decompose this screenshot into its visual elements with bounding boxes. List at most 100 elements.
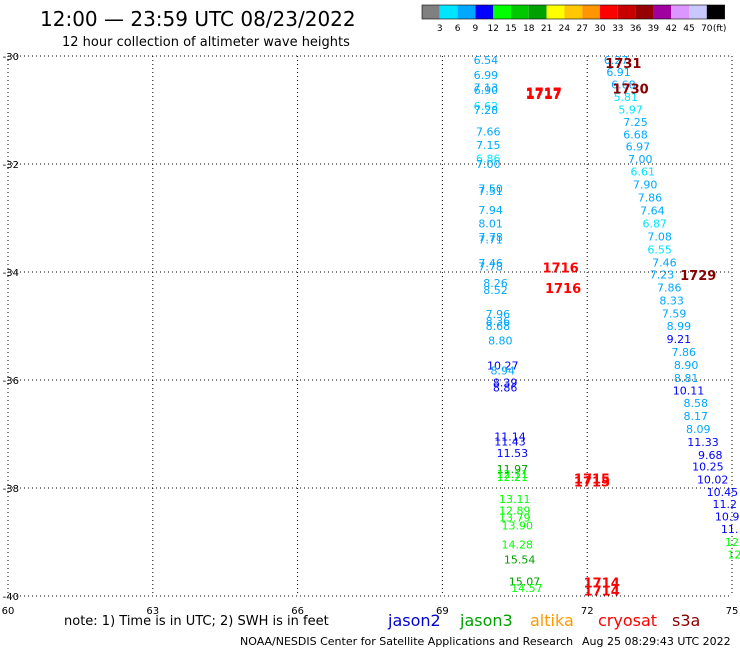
wave-height-label: 7.28 — [474, 104, 499, 117]
wave-height-label: 7.46 — [652, 256, 677, 269]
legend-jason3: jason3 — [459, 611, 513, 630]
wave-height-label: 7.13 — [474, 81, 499, 94]
wave-height-label: 11.53 — [497, 447, 529, 460]
wave-height-label: 7.78 — [478, 261, 503, 274]
x-tick-label: 63 — [146, 606, 159, 617]
wave-height-label: 6.91 — [606, 66, 631, 79]
wave-height-label: 6.54 — [474, 54, 499, 67]
satellite-legend: jason2 jason3 altika cryosat s3a — [387, 611, 700, 630]
wave-height-label: 6.61 — [630, 166, 655, 179]
colorbar-swatch — [600, 5, 618, 19]
wave-height-label: 7.51 — [478, 185, 503, 198]
legend-altika: altika — [530, 611, 574, 630]
colorbar-label: 45 — [683, 24, 694, 34]
legend-jason2: jason2 — [387, 611, 441, 630]
colorbar-label: 12 — [487, 24, 498, 34]
wave-height-label: 12.11 — [497, 468, 529, 481]
wave-height-label: 8.17 — [684, 410, 709, 423]
wave-height-label: 9.68 — [698, 449, 723, 462]
wave-height-label: 7.66 — [476, 126, 501, 139]
pass-time-label: 1715 — [574, 476, 610, 491]
pass-time-label: 1715 — [574, 472, 610, 487]
colorbar-label: 21 — [541, 24, 552, 34]
colorbar-label: 6 — [455, 24, 461, 34]
y-tick-label: -38 — [3, 484, 19, 495]
colorbar-swatch — [671, 5, 689, 19]
wave-height-label: 6.68 — [623, 128, 648, 141]
colorbar-label: 33 — [612, 24, 623, 34]
wave-height-label: 12.21 — [497, 471, 529, 484]
x-tick-label: 60 — [2, 606, 15, 617]
wave-height-label: 7.90 — [633, 179, 658, 192]
wave-height-label: 6.87 — [643, 217, 668, 230]
y-tick-label: -40 — [3, 592, 19, 603]
pass-time-label: 1714 — [584, 577, 620, 592]
pass-time-label: 1714 — [584, 585, 620, 600]
colorbar-label: 42 — [665, 24, 676, 34]
wave-height-label: 11. — [721, 523, 739, 536]
wave-height-label: 15.54 — [504, 553, 536, 566]
pass-time-label: 1716 — [543, 262, 579, 277]
wave-height-label: 13.90 — [501, 519, 533, 532]
wave-height-label: 6.27 — [604, 54, 629, 67]
legend-s3a: s3a — [672, 611, 700, 630]
chart-subtitle: 12 hour collection of altimeter wave hei… — [62, 35, 350, 50]
y-tick-label: -30 — [3, 52, 19, 63]
wave-height-label: 8.36 — [486, 315, 511, 328]
wave-height-label: 8.68 — [486, 320, 511, 333]
wave-height-label: 7.25 — [623, 116, 648, 129]
colorbar-swatch — [617, 5, 636, 19]
wave-height-label: 6.62 — [474, 100, 499, 113]
wave-height-label: 10.11 — [673, 384, 705, 397]
plot-grid — [7, 55, 733, 597]
wave-height-label: 10.45 — [707, 486, 739, 499]
wave-height-label: 9.21 — [667, 333, 692, 346]
wave-height-label: 7.96 — [486, 308, 511, 321]
wave-height-label: 13.79 — [499, 512, 531, 525]
colorbar-swatch — [528, 5, 547, 19]
wave-height-label: 6.90 — [474, 84, 499, 97]
pass-time-label: 1717 — [526, 87, 562, 102]
credit-source: NOAA/NESDIS Center for Satellite Applica… — [240, 635, 573, 648]
wave-height-label: 7.86 — [657, 282, 682, 295]
wave-height-label: 7.64 — [640, 204, 665, 217]
wave-height-label: 11.14 — [494, 431, 526, 444]
wave-height-label: 7.00 — [476, 158, 501, 171]
colorbar-swatch — [475, 5, 494, 19]
x-tick-label: 66 — [291, 606, 304, 617]
wave-height-label: 7.23 — [650, 269, 675, 282]
wave-height-label: 14.28 — [501, 539, 533, 552]
colorbar-label: 3 — [437, 24, 443, 34]
wave-height-label: 14.57 — [511, 582, 543, 595]
colorbar-label: 9 — [473, 24, 479, 34]
colorbar-swatch — [493, 5, 511, 19]
colorbar-swatch — [422, 5, 440, 19]
wave-height-label: 10.02 — [697, 473, 729, 486]
wave-height-label: 10.27 — [487, 359, 519, 372]
wave-height-label: 5.81 — [614, 91, 639, 104]
colorbar-swatch — [511, 5, 529, 19]
colorbar-label: 27 — [576, 24, 587, 34]
y-tick-label: -32 — [3, 160, 19, 171]
wave-height-label: 13.11 — [499, 493, 531, 506]
colorbar-frame — [421, 4, 725, 20]
pass-time-label: 1716 — [545, 282, 581, 297]
colorbar-label: 24 — [559, 24, 571, 34]
credit-timestamp: Aug 25 08:29:43 UTC 2022 — [582, 635, 731, 648]
colorbar-label: 30 — [594, 24, 606, 34]
colorbar-swatch — [457, 5, 476, 19]
wave-height-label: 8.58 — [684, 397, 709, 410]
colorbar-swatch — [635, 5, 654, 19]
wave-height-label: 8.33 — [659, 295, 684, 308]
colorbar-label: 39 — [648, 24, 660, 34]
wave-height-label: 8.86 — [493, 382, 518, 395]
wave-height-label: 8.80 — [488, 335, 513, 348]
colorbar-swatch — [564, 5, 583, 19]
wave-height-label: 8.09 — [686, 423, 711, 436]
wave-height-label: 10.9 — [715, 511, 740, 524]
wave-height-label: 11.97 — [497, 463, 529, 476]
wave-height-values: 6.546.997.136.906.627.287.667.156.867.00… — [474, 54, 740, 595]
colorbar-swatch — [582, 5, 600, 19]
wave-height-label: 6.68 — [611, 79, 636, 92]
